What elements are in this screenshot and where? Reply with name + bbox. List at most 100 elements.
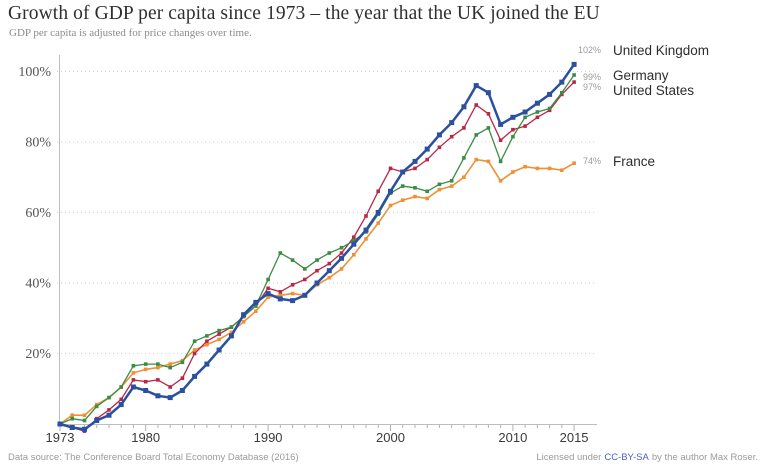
data-point-france-1980 [143,367,148,372]
chart-footer: Data source: The Conference Board Total … [8,452,758,463]
data-point-germany-1990 [266,277,270,282]
data-point-germany-2013 [547,106,552,111]
x-axis-label-1990: 1990 [254,430,283,445]
data-point-germany-2004 [437,182,442,187]
data-point-united-kingdom-1998 [363,227,369,233]
data-point-germany-2007 [474,133,478,137]
data-point-france-2008 [486,159,491,164]
data-point-united-kingdom-1974 [69,425,75,430]
data-point-france-2011 [523,164,527,169]
data-point-united-kingdom-1992 [290,298,296,304]
data-point-france-2006 [462,175,466,179]
data-point-france-1998 [364,237,368,241]
data-point-united-kingdom-2008 [485,90,491,96]
data-point-united-states-2004 [437,145,442,150]
y-axis-label-20: 20% [25,347,51,362]
license-suffix: by the author Max Roser. [651,452,758,463]
data-point-united-kingdom-2011 [522,109,528,115]
data-point-united-states-1981 [156,378,160,382]
data-point-united-kingdom-1994 [314,280,320,286]
series-name-label-germany[interactable]: Germany [613,68,669,83]
data-point-united-kingdom-2013 [547,91,553,97]
data-point-united-kingdom-2005 [449,120,455,126]
data-point-united-kingdom-1976 [94,418,100,423]
x-axis-label-2015: 2015 [560,430,589,445]
data-point-united-states-1983 [180,376,185,380]
data-point-united-kingdom-1988 [241,312,247,318]
data-point-united-kingdom-2014 [559,79,565,85]
data-point-france-2004 [437,187,442,192]
data-point-france-2001 [400,198,405,202]
data-point-united-states-2000 [388,166,393,171]
data-point-united-kingdom-2015 [571,61,577,67]
data-point-united-kingdom-1991 [277,296,283,302]
data-point-germany-1984 [192,339,197,343]
data-point-france-1991 [278,293,283,298]
data-point-united-kingdom-2004 [436,132,442,138]
data-point-united-kingdom-2001 [400,169,406,175]
data-point-germany-1995 [327,251,332,255]
data-point-france-1976 [94,402,99,407]
data-point-germany-1978 [119,385,123,389]
data-point-germany-1982 [168,365,172,370]
data-point-france-1995 [327,275,332,280]
data-point-france-1987 [229,330,234,335]
data-point-united-states-2006 [462,126,466,130]
data-point-germany-1977 [107,395,111,400]
data-point-france-2003 [425,196,429,201]
data-point-united-states-1980 [143,379,148,384]
license-link[interactable]: CC-BY-SA [604,452,649,463]
data-point-france-1975 [82,413,87,417]
data-point-germany-1981 [156,362,160,366]
series-name-label-united-states[interactable]: United States [613,83,694,98]
data-point-united-states-2010 [511,127,515,132]
end-value-label-united-kingdom: 102% [578,45,601,55]
data-point-united-states-1991 [278,290,283,294]
series-line-united-kingdom[interactable] [59,63,576,431]
data-point-germany-2011 [523,115,527,120]
data-point-germany-1985 [205,334,209,338]
data-point-united-kingdom-1981 [155,393,161,399]
data-point-united-states-2012 [535,115,540,120]
data-point-germany-1974 [70,416,74,421]
data-point-germany-2008 [486,126,491,130]
y-axis-label-100: 100% [18,65,51,80]
data-point-france-2000 [388,203,393,208]
data-point-united-kingdom-2007 [473,83,479,89]
data-point-united-states-1998 [364,214,368,218]
series-name-label-france[interactable]: France [613,154,655,169]
chart-title: Growth of GDP per capita since 1973 – th… [8,3,600,24]
data-point-united-states-1999 [376,189,380,194]
data-point-germany-1992 [290,258,295,262]
series-name-label-united-kingdom[interactable]: United Kingdom [613,43,709,58]
data-point-united-states-2005 [449,134,454,139]
data-point-united-states-1978 [119,397,123,402]
data-point-united-states-1977 [107,408,111,412]
data-point-germany-2006 [462,156,466,160]
data-point-united-states-2003 [425,157,429,162]
data-point-united-states-1992 [290,283,295,287]
series-line-united-states[interactable] [59,81,575,432]
series-line-france[interactable] [59,158,575,425]
data-point-france-1989 [254,309,258,313]
data-point-united-kingdom-1982 [167,395,173,401]
data-point-united-kingdom-1978 [118,402,124,408]
data-point-united-kingdom-1993 [302,292,308,298]
data-point-united-kingdom-1997 [351,241,357,247]
data-point-united-kingdom-1996 [339,255,344,261]
data-point-france-1974 [70,413,74,417]
data-point-france-1992 [290,291,295,296]
data-point-united-states-1993 [303,277,307,282]
data-point-france-1999 [376,221,380,225]
license-note: Licensed under CC-BY-SA by the author Max … [536,452,758,463]
data-point-united-states-2008 [486,112,491,116]
data-point-germany-1994 [315,258,319,262]
data-point-france-2009 [498,179,503,183]
data-point-united-states-1982 [168,385,172,389]
x-axis-label-2010: 2010 [498,430,527,445]
data-point-france-1982 [168,362,172,366]
data-point-united-kingdom-1984 [192,373,198,379]
y-axis-label-80: 80% [25,136,51,151]
data-point-france-2002 [413,194,417,199]
data-point-france-2014 [560,168,564,172]
